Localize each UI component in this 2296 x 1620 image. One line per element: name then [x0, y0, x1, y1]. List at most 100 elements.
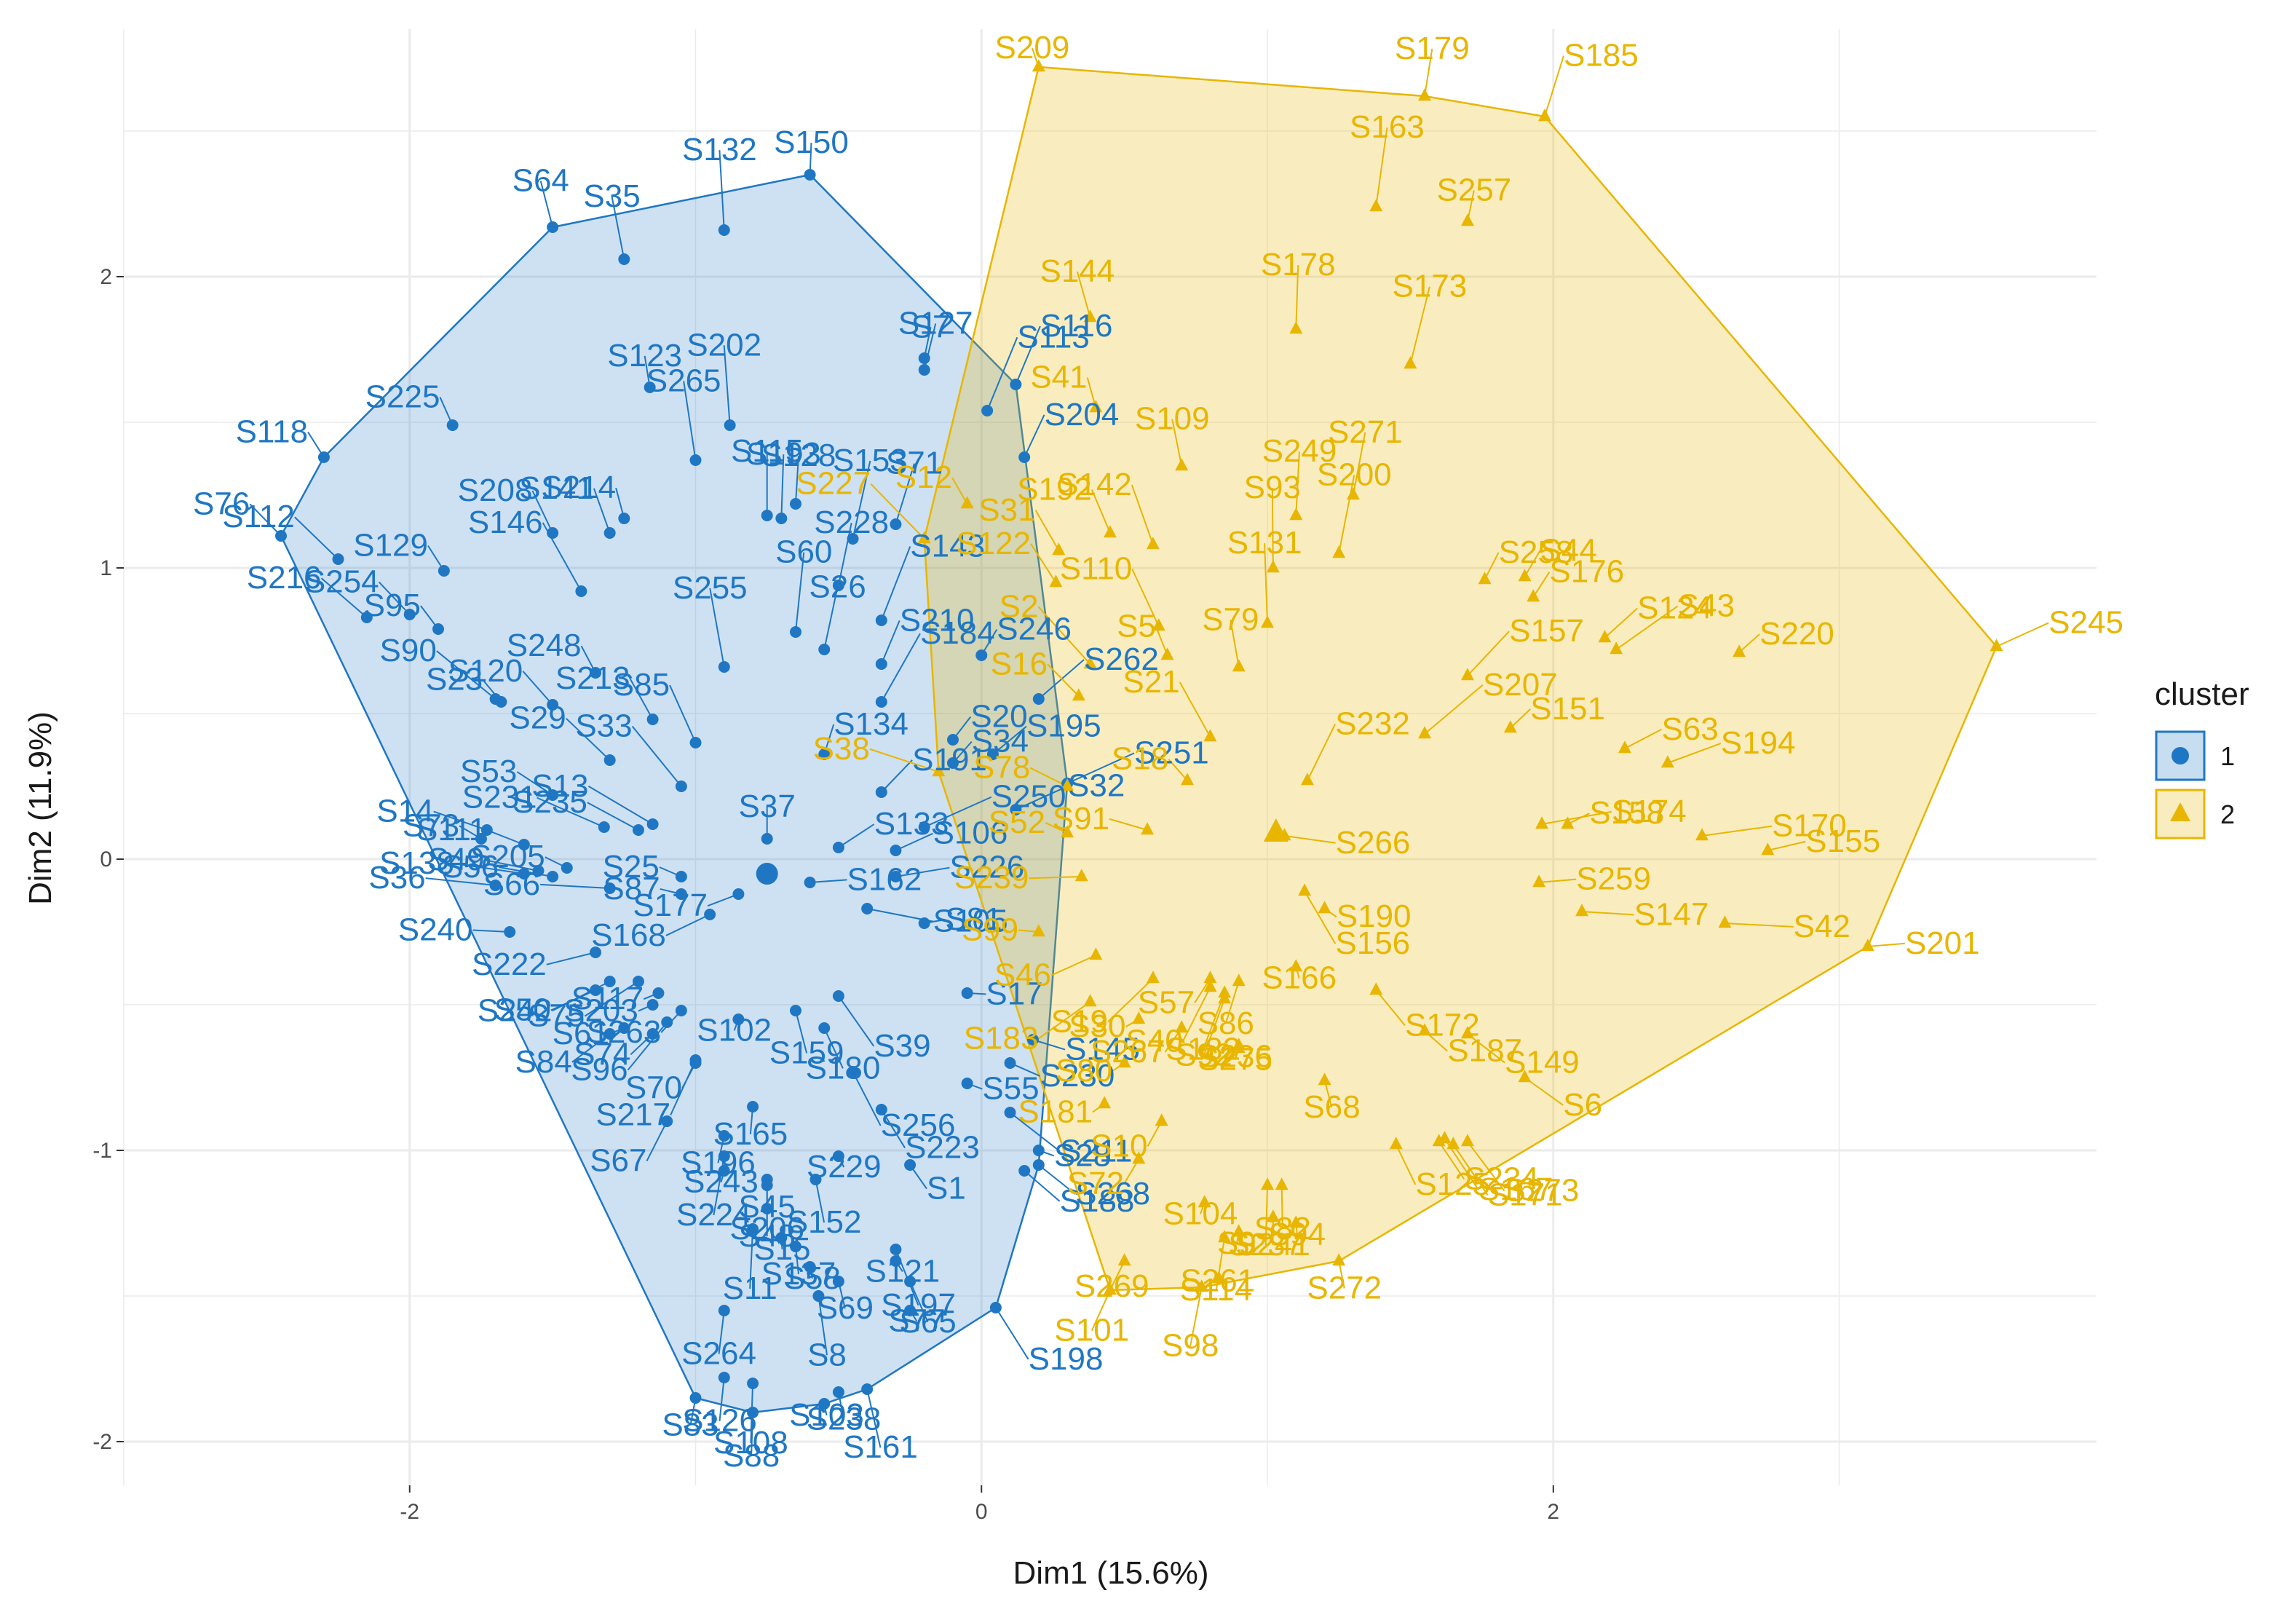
point-label: S265 — [646, 363, 721, 398]
cluster-1-point — [360, 612, 373, 623]
cluster-1-point — [761, 1203, 773, 1214]
cluster-1-point — [1010, 804, 1022, 815]
point-label: S36 — [368, 860, 425, 896]
cluster-2-point — [1478, 572, 1492, 585]
label-connector — [749, 1228, 754, 1289]
cluster-1-point — [403, 609, 416, 620]
cluster-1-point — [761, 510, 773, 521]
label-connector — [516, 771, 553, 796]
cluster-1-point — [547, 789, 559, 801]
label-connector — [823, 587, 839, 650]
point-label: S256 — [881, 1107, 956, 1143]
point-label: S228 — [814, 505, 889, 540]
point-label: S132 — [682, 132, 757, 167]
cluster-1-point — [832, 1276, 844, 1287]
cluster-1-point — [818, 1022, 831, 1034]
cluster-1-point — [875, 1104, 887, 1115]
cluster-1-point — [275, 530, 288, 542]
label-connector — [683, 381, 697, 461]
point-label: S117 — [571, 981, 644, 1016]
point-label: S251 — [1134, 735, 1209, 770]
point-label: S81 — [945, 901, 1002, 937]
cluster-1-point — [789, 1005, 801, 1016]
cluster-2-point — [1618, 740, 1631, 754]
cluster-2-point — [1195, 1279, 1208, 1292]
y-axis-title: Dim2 (11.9%) — [23, 711, 58, 905]
label-connector — [1338, 475, 1355, 554]
cluster-1-point — [789, 626, 801, 638]
label-connector — [1271, 487, 1274, 569]
point-label: S131 — [1227, 525, 1302, 561]
label-connector — [1615, 605, 1679, 650]
point-label: S197 — [881, 1287, 956, 1323]
point-label: S35 — [583, 178, 640, 214]
point-label: S61 — [553, 1016, 609, 1051]
point-label: S66 — [483, 866, 540, 902]
cluster-2-point — [1418, 1023, 1432, 1036]
point-label: S182 — [1165, 1031, 1240, 1067]
point-label: S208 — [458, 473, 533, 508]
cluster-2-point — [1275, 1177, 1288, 1190]
cluster-2-point — [1198, 1195, 1211, 1208]
cluster-2-point — [1718, 915, 1732, 928]
label-connector — [1037, 1001, 1091, 1040]
label-connector — [1090, 1289, 1111, 1331]
point-label: S50 — [494, 992, 551, 1028]
cluster-1-point — [1018, 1165, 1031, 1177]
point-label: S273 — [1505, 1173, 1580, 1209]
cluster-2-point — [1460, 668, 1474, 681]
cluster-1-point — [832, 1386, 844, 1398]
cluster-2-point — [1232, 659, 1246, 672]
cluster-2-point — [1132, 1011, 1146, 1024]
label-connector — [1029, 876, 1082, 880]
point-label: S83 — [662, 1407, 719, 1443]
cluster-1-point — [732, 1014, 745, 1025]
point-label: S229 — [807, 1149, 882, 1185]
label-connector — [880, 633, 921, 703]
point-label: S10 — [1090, 1128, 1147, 1163]
cluster-2-point — [1155, 1113, 1168, 1126]
point-label: S88 — [723, 1438, 780, 1474]
cluster-2-point — [1369, 199, 1383, 212]
point-label: S220 — [1759, 616, 1834, 652]
cluster-2-point — [1369, 982, 1383, 995]
cluster-1-point — [675, 888, 687, 900]
label-connector — [1038, 1164, 1076, 1195]
point-label: S111 — [416, 812, 486, 847]
cluster-2-point — [1266, 1209, 1280, 1222]
point-label: S157 — [1509, 613, 1584, 649]
cluster-2-point — [1089, 947, 1103, 960]
label-connector — [718, 1310, 725, 1354]
cluster-2-point — [1032, 59, 1045, 72]
point-label: S74 — [574, 1036, 630, 1072]
label-connector — [472, 929, 510, 933]
point-label: S40 — [1126, 1023, 1183, 1059]
point-label: S127 — [898, 305, 973, 341]
label-connector — [1725, 922, 1794, 928]
cluster-1-point — [1010, 379, 1022, 390]
label-connector — [484, 859, 539, 872]
cluster-1-point — [718, 224, 730, 236]
point-label: S145 — [1065, 1032, 1140, 1067]
cluster-2-point — [1432, 1134, 1446, 1147]
cluster-2-point — [1104, 1282, 1117, 1295]
label-connector — [539, 181, 554, 228]
point-label: S137 — [761, 1256, 836, 1292]
cluster-1-point — [675, 781, 687, 792]
label-connector — [1738, 633, 1760, 653]
point-label: S102 — [697, 1012, 772, 1048]
cluster-1-point — [789, 1241, 801, 1252]
label-connector — [1179, 681, 1211, 738]
point-label: S143 — [910, 529, 985, 564]
y-tick-label: 2 — [100, 265, 112, 289]
cluster-2-point — [1535, 816, 1549, 829]
cluster-1-point — [547, 699, 559, 711]
cluster-1-point — [875, 786, 887, 798]
cluster-2-point — [1332, 545, 1346, 558]
label-connector — [294, 516, 339, 560]
label-connector — [809, 879, 847, 883]
point-label: S103 — [789, 1397, 864, 1433]
point-label: S124 — [1637, 590, 1712, 625]
cluster-1-point — [804, 1261, 816, 1273]
